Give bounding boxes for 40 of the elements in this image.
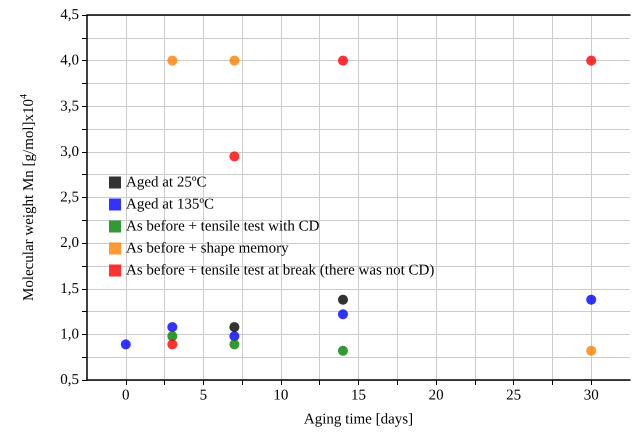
x-tick-label: 30: [584, 388, 599, 404]
y-tick-label: 3,0: [60, 144, 79, 160]
x-tick-label: 20: [428, 388, 444, 404]
y-tick-label: 1,0: [60, 326, 79, 342]
y-tick-label: 4,0: [60, 52, 79, 69]
x-tick-label: 5: [200, 388, 208, 404]
x-axis-title: Aging time [days]: [304, 412, 414, 428]
legend-label: As before + tensile test at break (there was not CD): [126, 262, 434, 278]
point: [338, 309, 348, 320]
point: [167, 339, 178, 350]
point: [229, 322, 240, 332]
x-tick-label: 10: [273, 388, 288, 404]
x-tick-label: 0: [122, 388, 130, 404]
point: [167, 56, 178, 66]
point: [229, 331, 240, 342]
point: [338, 294, 348, 305]
y-tick-label: 2,5: [60, 190, 79, 206]
y-tick-label: 4,5: [60, 7, 79, 23]
point: [586, 294, 596, 305]
point: [167, 322, 178, 332]
y-tick-label: 2,0: [60, 235, 79, 252]
legend-label: Aged at 135ºC: [126, 196, 214, 212]
y-axis-title: Molecular weight Mn [g/mol]x104: [18, 94, 37, 302]
point: [338, 346, 348, 356]
point: [586, 346, 596, 356]
point: [120, 339, 131, 350]
point: [229, 151, 240, 162]
point: [586, 56, 596, 66]
legend-label: As before + shape memory: [126, 240, 290, 256]
x-tick-label: 25: [506, 388, 522, 404]
legend-label: As before + tensile test with CD: [126, 218, 320, 234]
y-tick-label: 1,5: [60, 280, 79, 297]
point: [167, 331, 178, 342]
point: [338, 56, 348, 66]
x-tick-label: 15: [351, 388, 366, 404]
point: [229, 56, 240, 66]
y-tick-label: 0,5: [60, 372, 79, 388]
y-tick-label: 3,5: [60, 98, 79, 114]
point: [229, 339, 240, 350]
legend-label: Aged at 25ºC: [126, 174, 206, 190]
